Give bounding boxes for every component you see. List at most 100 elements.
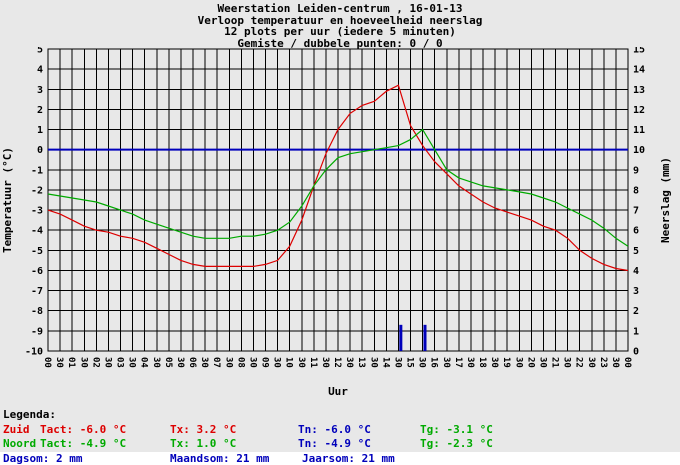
chart-title: Weerstation Leiden-centrum , 16-01-13 <box>217 2 463 15</box>
svg-text:00: 00 <box>42 357 52 368</box>
svg-text:-5: -5 <box>31 246 43 257</box>
svg-text:-9: -9 <box>31 326 43 337</box>
svg-text:-4: -4 <box>31 226 43 237</box>
svg-text:3: 3 <box>633 286 639 297</box>
svg-text:30: 30 <box>465 357 475 368</box>
precip-bar <box>399 324 403 351</box>
svg-text:30: 30 <box>127 357 137 368</box>
svg-text:5: 5 <box>37 47 43 56</box>
legend-noord-tact: Tact: -4.9 °C <box>40 437 127 450</box>
svg-text:30: 30 <box>489 357 499 368</box>
svg-text:6: 6 <box>633 226 639 237</box>
axis-titles: Temperatuur (°C) Neerslag (mm) Uur <box>1 147 672 398</box>
legend-noord-tg: Tg: -2.3 °C <box>420 437 493 450</box>
svg-text:00: 00 <box>622 357 632 368</box>
svg-text:30: 30 <box>296 357 306 368</box>
svg-text:22: 22 <box>574 357 584 368</box>
svg-text:30: 30 <box>610 357 620 368</box>
temp-axis-title: Temperatuur (°C) <box>1 147 14 253</box>
svg-text:9: 9 <box>633 165 639 176</box>
svg-text:12: 12 <box>332 357 342 368</box>
svg-text:1: 1 <box>633 326 639 337</box>
svg-text:11: 11 <box>633 125 645 136</box>
svg-text:-10: -10 <box>25 347 43 358</box>
svg-text:15: 15 <box>633 47 645 56</box>
svg-text:2: 2 <box>633 306 639 317</box>
svg-text:3: 3 <box>37 85 43 96</box>
svg-text:10: 10 <box>633 145 645 156</box>
legend-dagsom: Dagsom: 2 mm <box>3 452 83 465</box>
svg-text:7: 7 <box>633 206 639 217</box>
svg-text:30: 30 <box>320 357 330 368</box>
svg-text:09: 09 <box>260 357 270 368</box>
legend-noord-tn: Tn: -4.9 °C <box>298 437 371 450</box>
svg-text:-8: -8 <box>31 306 43 317</box>
chart-subtitle: Verloop temperatuur en hoeveelheid neers… <box>197 13 483 27</box>
svg-text:16: 16 <box>429 357 439 368</box>
svg-text:30: 30 <box>175 357 185 368</box>
svg-text:07: 07 <box>211 357 221 368</box>
svg-text:30: 30 <box>78 357 88 368</box>
svg-text:30: 30 <box>102 357 112 368</box>
svg-text:30: 30 <box>441 357 451 368</box>
gridlines <box>47 48 629 352</box>
legend-row-sums: Dagsom: 2 mm Maandsom: 21 mm Jaarsom: 21… <box>0 452 680 465</box>
svg-text:14: 14 <box>633 65 645 76</box>
svg-text:02: 02 <box>90 357 100 368</box>
chart-subtitle-3: Gemiste / dubbele punten: 0 / 0 <box>237 36 443 50</box>
svg-text:30: 30 <box>344 357 354 368</box>
legend-title: Legenda: <box>3 408 56 421</box>
svg-text:03: 03 <box>115 357 125 368</box>
svg-text:30: 30 <box>223 357 233 368</box>
svg-text:06: 06 <box>187 357 197 368</box>
legend-zuid-tx: Tx: 3.2 °C <box>170 423 237 436</box>
svg-text:30: 30 <box>586 357 596 368</box>
legend-zuid-tn: Tn: -6.0 °C <box>298 423 371 436</box>
legend-zuid-tact: Tact: -6.0 °C <box>40 423 127 436</box>
legend-zuid-name: Zuid <box>3 423 30 436</box>
x-axis-ticks: 00 30 01 30 02 30 03 30 04 30 05 30 06 30 07 30 08 30 09 30… <box>42 357 632 368</box>
svg-text:-3: -3 <box>31 206 43 217</box>
svg-text:5: 5 <box>633 246 639 257</box>
legend-noord-tx: Tx: 1.0 °C <box>170 437 237 450</box>
svg-text:30: 30 <box>368 357 378 368</box>
legend-noord-name: Noord <box>3 437 37 450</box>
svg-text:21: 21 <box>550 357 560 368</box>
legend-maandsom: Maandsom: 21 mm <box>170 452 270 465</box>
svg-text:04: 04 <box>139 357 149 368</box>
chart-subtitle-2: 12 plots per uur (iedere 5 minuten) <box>224 25 456 38</box>
svg-text:23: 23 <box>598 357 608 368</box>
svg-text:8: 8 <box>633 185 639 196</box>
svg-text:10: 10 <box>284 357 294 368</box>
plot-frame <box>47 48 629 352</box>
svg-text:30: 30 <box>392 357 402 368</box>
svg-text:0: 0 <box>37 145 43 156</box>
temp-axis-ticks: 5 4 3 2 1 0 -1 -2 -3 -4 -5 -6 -7 -8 -9 -10 <box>25 47 43 358</box>
svg-text:11: 11 <box>308 357 318 368</box>
svg-text:20: 20 <box>525 357 535 368</box>
series-line-zuid <box>47 84 629 272</box>
svg-text:-7: -7 <box>31 286 43 297</box>
svg-text:-6: -6 <box>31 266 43 277</box>
svg-text:4: 4 <box>37 65 43 76</box>
svg-text:-1: -1 <box>31 165 43 176</box>
precip-axis-title: Neerslag (mm) <box>659 157 672 243</box>
legend-zuid-tg: Tg: -3.1 °C <box>420 423 493 436</box>
precip-bar <box>423 324 427 351</box>
legend-row-zuid: Zuid Tact: -6.0 °C Tx: 3.2 °C Tn: -6.0 °… <box>0 423 680 437</box>
svg-text:0: 0 <box>633 347 639 358</box>
svg-text:13: 13 <box>633 85 645 96</box>
svg-text:01: 01 <box>66 357 76 368</box>
svg-text:30: 30 <box>199 357 209 368</box>
x-axis-title: Uur <box>328 385 348 398</box>
svg-text:14: 14 <box>380 357 390 368</box>
legend-row-noord: Noord Tact: -4.9 °C Tx: 1.0 °C Tn: -4.9 … <box>0 437 680 451</box>
svg-text:30: 30 <box>513 357 523 368</box>
svg-text:08: 08 <box>235 357 245 368</box>
svg-text:-2: -2 <box>31 185 43 196</box>
svg-text:30: 30 <box>537 357 547 368</box>
svg-text:1: 1 <box>37 125 43 136</box>
